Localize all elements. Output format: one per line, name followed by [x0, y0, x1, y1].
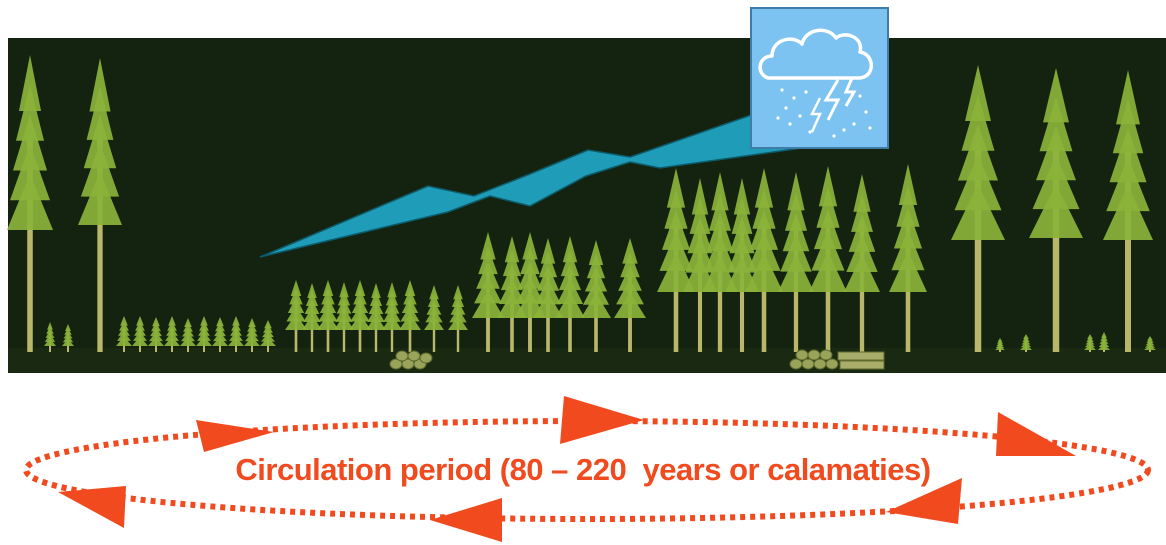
- conifer-tree: [132, 316, 148, 352]
- conifer-tree: [497, 236, 527, 352]
- conifer-tree: [1098, 332, 1110, 352]
- conifer-tree: [1029, 68, 1083, 352]
- conifer-tree: [44, 322, 56, 352]
- cycle-arrow-icon: [196, 420, 274, 452]
- storm-cloud-lightning-icon: [750, 7, 889, 149]
- conifer-tree: [778, 172, 814, 352]
- conifer-tree: [472, 232, 504, 352]
- forest-ground: [8, 348, 1166, 373]
- conifer-tree: [164, 316, 180, 352]
- conifer-tree: [424, 285, 444, 352]
- cycle-arrows: [58, 396, 1076, 542]
- conifer-tree: [180, 318, 196, 352]
- conifer-tree: [657, 168, 695, 352]
- log-pile-left: [389, 350, 433, 370]
- conifer-tree: [702, 172, 738, 352]
- conifer-tree: [196, 316, 212, 352]
- conifer-tree: [581, 240, 611, 352]
- conifer-tree: [116, 316, 132, 352]
- conifer-tree: [212, 317, 228, 352]
- conifer-tree: [78, 58, 122, 352]
- conifer-tree: [514, 232, 546, 352]
- cycle-arrow-icon: [58, 486, 126, 528]
- conifer-tree: [809, 166, 847, 352]
- conifer-tree: [349, 280, 371, 352]
- conifer-tree: [62, 324, 74, 352]
- conifer-tree: [302, 283, 322, 352]
- conifer-tree: [448, 285, 468, 352]
- cycle-arrow-icon: [886, 478, 962, 524]
- conifer-tree: [1144, 336, 1156, 352]
- conifer-tree: [1103, 70, 1153, 352]
- conifer-tree: [244, 318, 260, 352]
- cycle-arrow-icon: [996, 412, 1076, 456]
- conifer-tree: [614, 238, 646, 352]
- conifer-tree: [285, 280, 307, 352]
- conifer-tree: [951, 65, 1005, 352]
- conifer-tree: [844, 174, 880, 352]
- circulation-period-label: Circulation period (80 – 220 years or ca…: [235, 452, 931, 487]
- conifer-tree: [399, 280, 421, 352]
- conifer-tree: [745, 168, 783, 352]
- cycle-arrow-icon: [560, 396, 644, 444]
- conifer-tree: [889, 164, 927, 352]
- conifer-tree: [533, 238, 563, 352]
- conifer-tree: [148, 317, 164, 352]
- conifer-tree: [1084, 334, 1096, 352]
- conifer-tree: [995, 338, 1005, 352]
- conifer-tree: [334, 282, 354, 352]
- conifer-tree: [317, 280, 339, 352]
- log-pile-right: [789, 349, 885, 370]
- tree-stand: [7, 55, 1156, 352]
- conifer-tree: [228, 316, 244, 352]
- conifer-tree: [260, 320, 276, 352]
- conifer-tree: [7, 55, 53, 352]
- conifer-tree: [1020, 334, 1032, 352]
- conifer-tree: [366, 283, 386, 352]
- conifer-tree: [555, 236, 585, 352]
- conifer-tree: [382, 282, 402, 352]
- cycle-arrow-icon: [430, 498, 502, 542]
